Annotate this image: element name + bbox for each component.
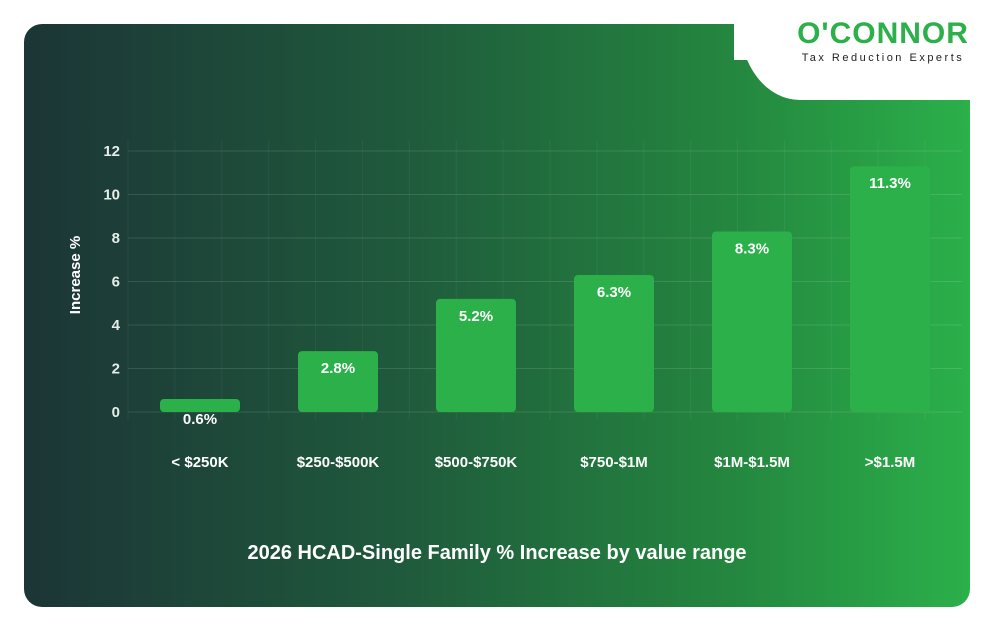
y-tick-label: 0 (112, 404, 120, 421)
data-label: 8.3% (735, 240, 769, 257)
x-tick-label: $500-$750K (435, 454, 518, 471)
bar (850, 166, 930, 412)
y-tick-label: 2 (112, 361, 120, 378)
y-tick-label: 12 (103, 143, 120, 160)
x-tick-label: $750-$1M (580, 454, 648, 471)
data-label: 0.6% (183, 411, 217, 428)
y-axis-label: Increase % (67, 236, 84, 314)
bar (436, 298, 516, 412)
chart-title: 2026 HCAD-Single Family % Increase by va… (247, 542, 747, 564)
data-label: 2.8% (321, 360, 355, 377)
bar (574, 274, 654, 412)
logo-notch (740, 24, 970, 100)
logo: O'CONNOR Tax Reduction Experts (788, 17, 978, 65)
data-label: 11.3% (869, 175, 911, 192)
x-tick-label: $1M-$1.5M (714, 454, 790, 471)
y-tick-label: 8 (112, 230, 120, 247)
x-tick-label: $250-$500K (297, 454, 380, 471)
bar (712, 231, 792, 412)
bar (298, 351, 378, 412)
y-tick-label: 6 (112, 274, 120, 291)
y-tick-label: 10 (103, 187, 120, 204)
data-label: 6.3% (597, 284, 631, 301)
x-tick-label: < $250K (171, 454, 228, 471)
y-tick-label: 4 (112, 317, 121, 334)
logo-tagline: Tax Reduction Experts (801, 52, 965, 64)
x-tick-label: >$1.5M (865, 454, 915, 471)
logo-brand: O'CONNOR (797, 17, 969, 50)
data-label: 5.2% (459, 308, 493, 325)
bar (160, 398, 240, 412)
